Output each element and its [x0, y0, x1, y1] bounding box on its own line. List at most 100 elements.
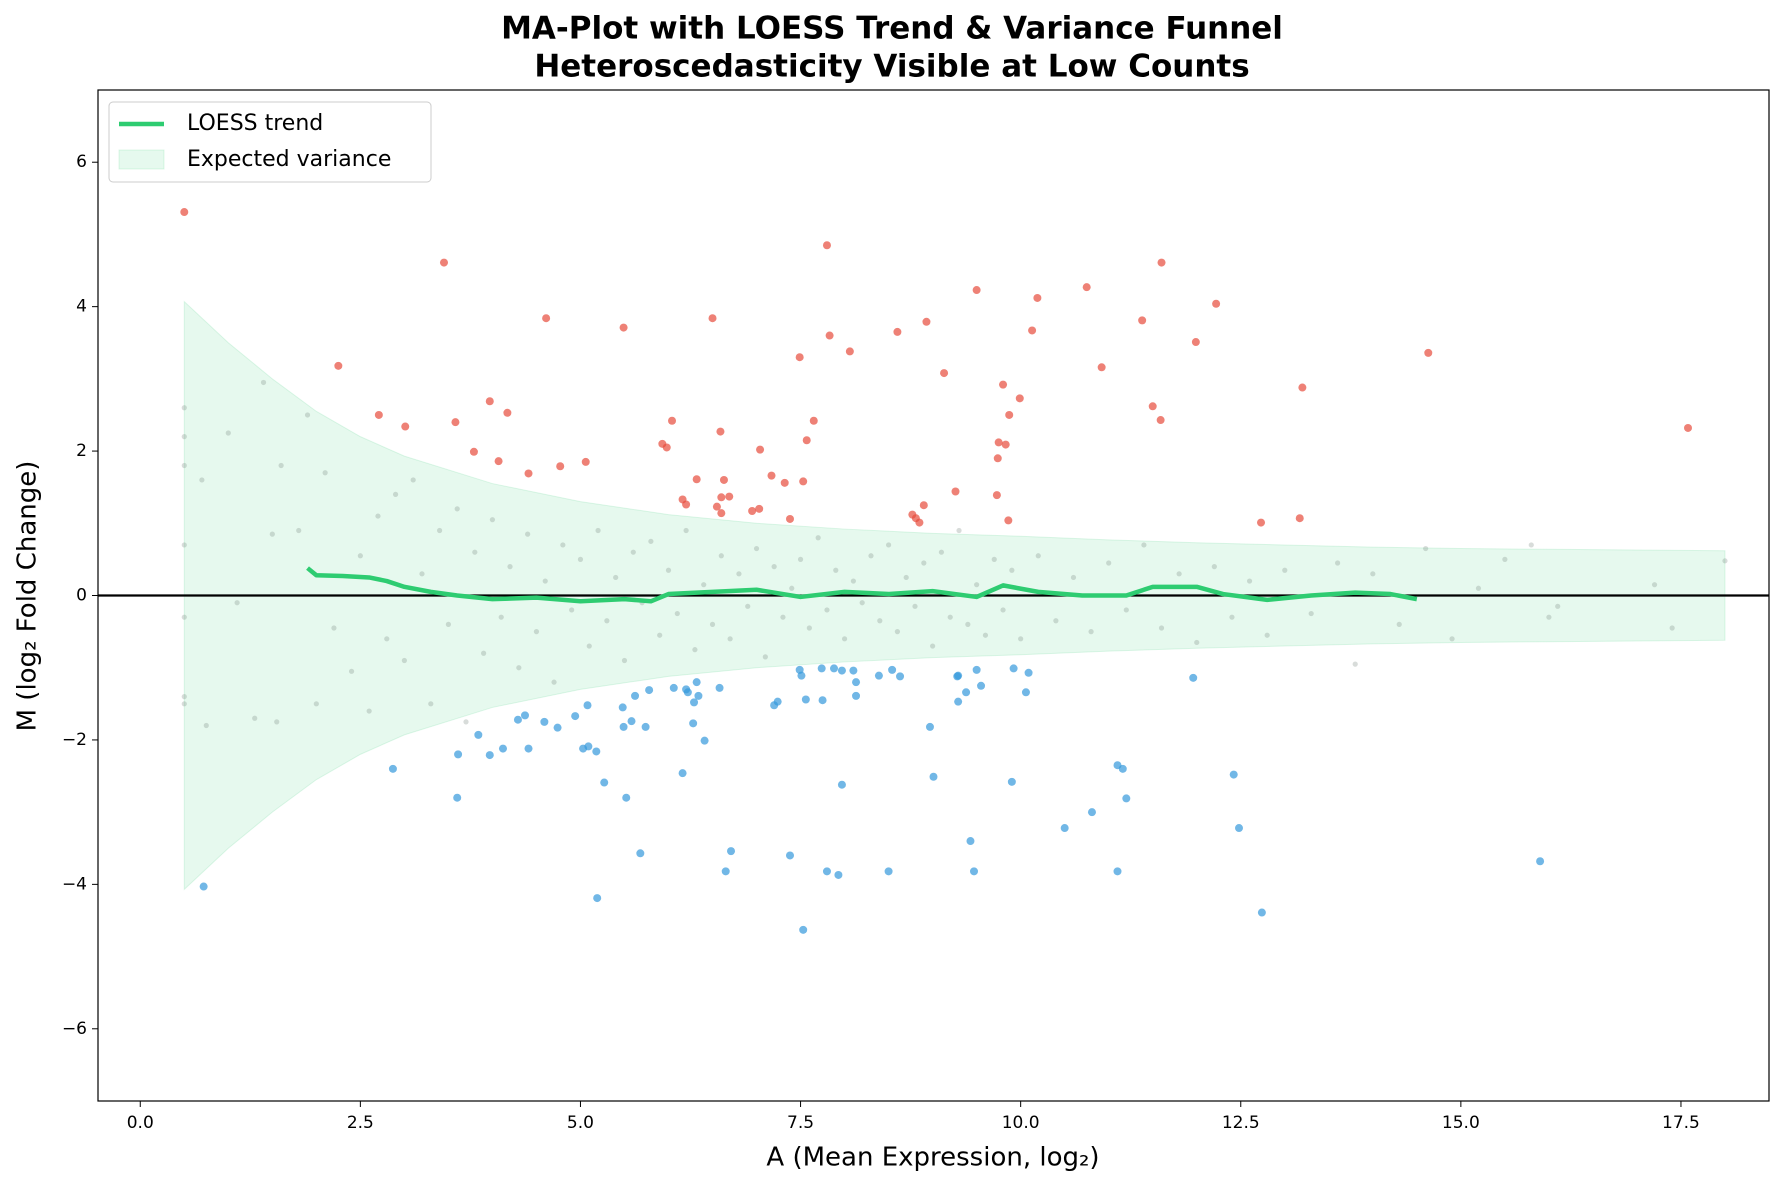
- data-point: [893, 327, 902, 336]
- data-point: [583, 701, 592, 710]
- data-point: [692, 475, 701, 484]
- data-point: [269, 531, 275, 537]
- x-tick-label: 7.5: [787, 1113, 814, 1133]
- data-point: [837, 780, 846, 789]
- data-point: [1651, 582, 1658, 588]
- data-point: [678, 769, 687, 778]
- data-point: [613, 574, 619, 581]
- data-point: [584, 742, 593, 751]
- data-point: [780, 478, 789, 487]
- data-point: [795, 353, 804, 362]
- data-point: [331, 625, 337, 631]
- data-point: [180, 208, 189, 217]
- data-point: [556, 462, 565, 471]
- data-point: [767, 471, 776, 480]
- data-point: [454, 750, 463, 759]
- data-point: [824, 607, 830, 613]
- data-point: [494, 457, 503, 466]
- data-point: [401, 657, 407, 664]
- data-point: [252, 715, 258, 721]
- data-point: [1502, 556, 1508, 562]
- data-point: [540, 717, 549, 726]
- data-point: [1722, 558, 1728, 564]
- data-point: [463, 719, 469, 725]
- x-axis-label: A (Mean Expression, log₂): [766, 1143, 1099, 1173]
- data-point: [718, 553, 724, 559]
- data-point: [947, 614, 953, 620]
- data-point: [940, 369, 949, 378]
- data-point: [884, 867, 893, 876]
- data-point: [727, 636, 733, 642]
- data-point: [1028, 326, 1037, 335]
- data-point: [692, 678, 701, 687]
- data-point: [542, 578, 548, 584]
- data-point: [991, 556, 997, 562]
- data-point: [1335, 560, 1341, 566]
- data-point: [669, 683, 678, 692]
- data-point: [712, 502, 721, 511]
- data-point: [1015, 394, 1024, 403]
- data-point: [745, 603, 751, 609]
- data-point: [694, 691, 703, 700]
- data-point: [748, 507, 757, 516]
- data-point: [1396, 621, 1402, 627]
- chart-subtitle: Heteroscedasticity Visible at Low Counts: [534, 49, 1249, 85]
- data-point: [1449, 636, 1455, 642]
- data-point: [439, 258, 448, 267]
- data-point: [692, 647, 698, 653]
- data-point: [489, 517, 496, 523]
- data-point: [665, 567, 672, 573]
- data-point: [969, 867, 978, 876]
- data-point: [896, 672, 905, 681]
- data-point: [569, 607, 575, 613]
- data-point: [203, 722, 209, 729]
- data-point: [1097, 363, 1106, 372]
- data-point: [1053, 618, 1059, 624]
- data-point: [1370, 571, 1376, 577]
- data-point: [683, 527, 689, 534]
- data-point: [903, 574, 909, 581]
- data-point: [581, 457, 590, 466]
- data-point: [571, 712, 580, 721]
- data-point: [1123, 607, 1129, 613]
- y-tick-label: 0: [76, 586, 87, 606]
- data-point: [837, 666, 846, 675]
- data-point: [717, 493, 726, 502]
- data-point: [451, 418, 460, 427]
- data-point: [938, 549, 945, 555]
- legend-swatch: [118, 149, 165, 170]
- data-point: [919, 501, 928, 510]
- data-point: [525, 531, 531, 537]
- y-axis-label: M (log₂ Fold Change): [13, 461, 43, 732]
- data-point: [977, 681, 986, 690]
- data-point: [956, 527, 962, 534]
- data-point: [785, 851, 794, 860]
- data-point: [181, 614, 187, 620]
- data-point: [965, 621, 971, 627]
- data-point: [736, 571, 742, 577]
- data-point: [809, 416, 818, 425]
- data-point: [621, 657, 628, 664]
- data-point: [662, 443, 671, 452]
- data-point: [1082, 283, 1091, 292]
- data-point: [815, 535, 821, 541]
- data-point: [822, 241, 831, 250]
- data-point: [885, 542, 892, 548]
- data-point: [657, 632, 663, 638]
- data-point: [717, 509, 726, 518]
- data-point: [454, 506, 460, 512]
- data-point: [503, 408, 512, 417]
- data-point: [1298, 383, 1307, 392]
- data-point: [930, 643, 936, 649]
- data-point: [1475, 585, 1482, 591]
- data-point: [593, 894, 602, 903]
- data-point: [888, 665, 897, 674]
- data-point: [348, 668, 355, 674]
- trend-line: [306, 566, 1418, 604]
- data-point: [801, 695, 810, 704]
- data-point: [577, 556, 584, 562]
- data-point: [622, 793, 631, 802]
- data-point: [716, 427, 725, 436]
- data-point: [1113, 867, 1122, 876]
